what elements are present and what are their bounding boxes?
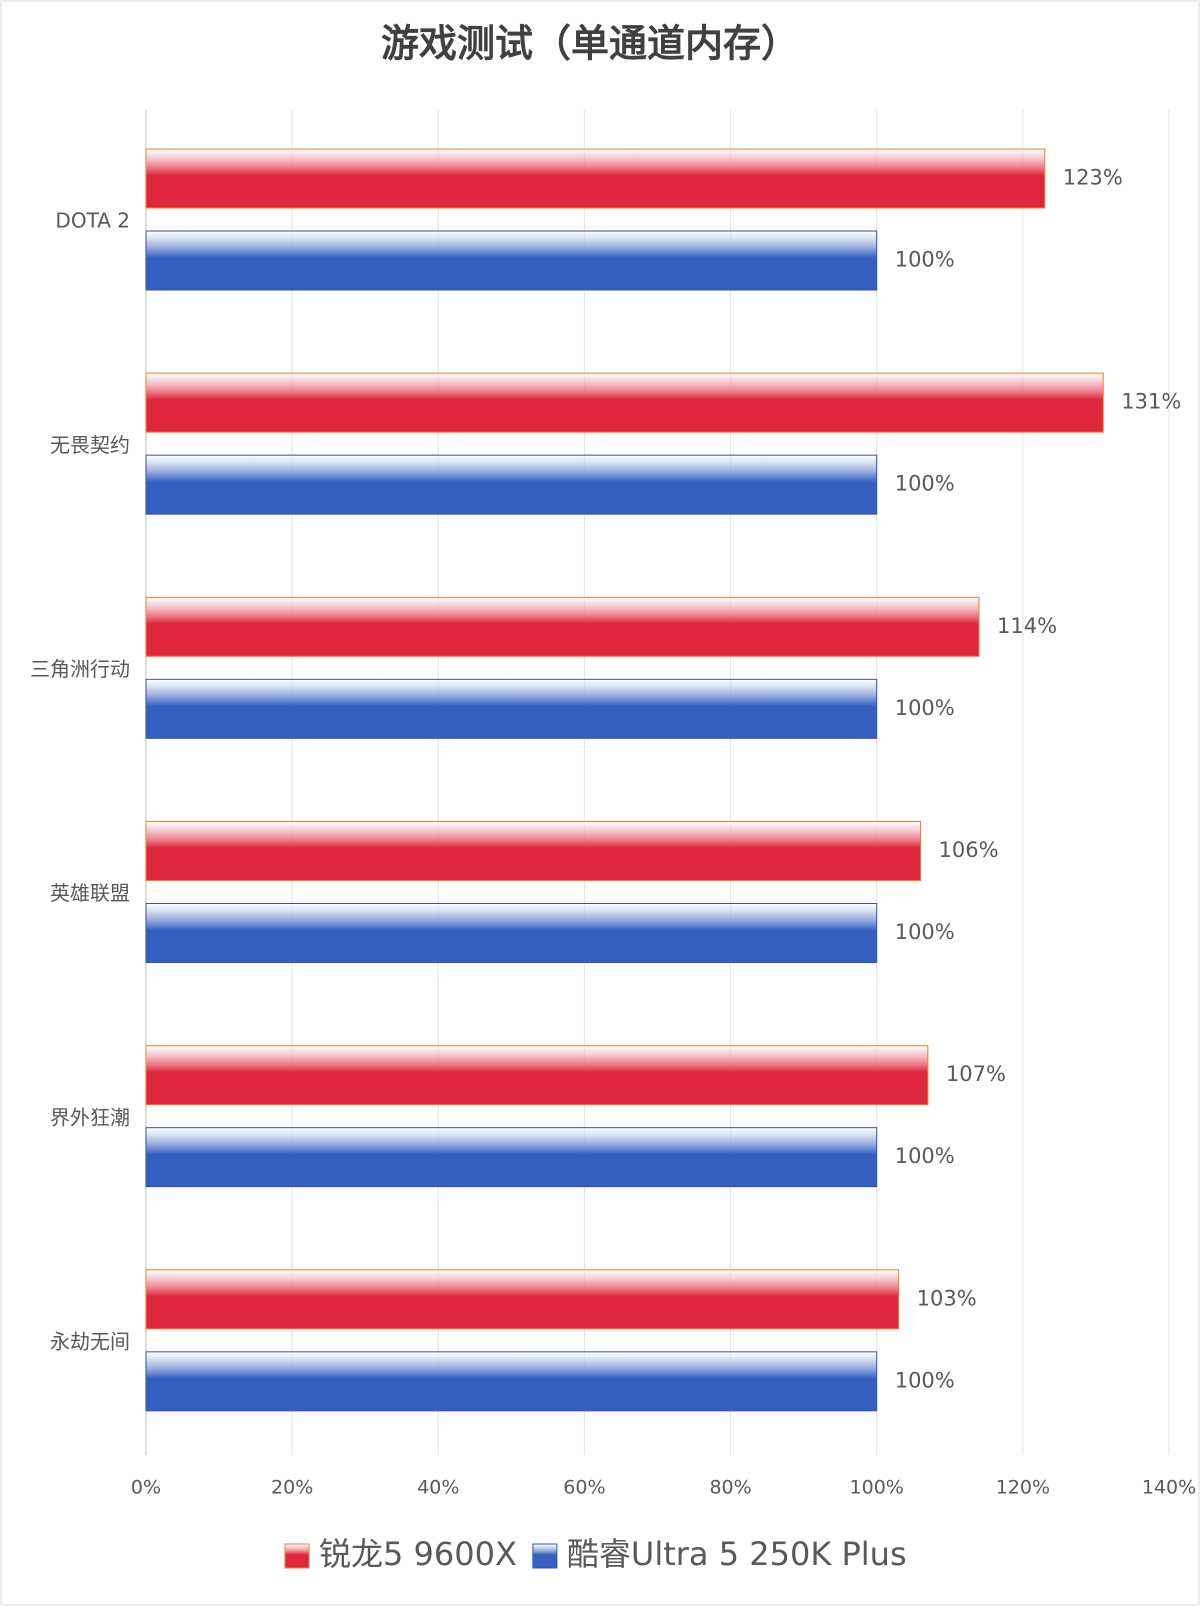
data-label: 106% xyxy=(939,838,999,862)
data-label: 123% xyxy=(1063,166,1123,190)
bar xyxy=(145,903,878,963)
y-tick-label: 三角洲行动 xyxy=(30,657,130,681)
bar xyxy=(145,1351,878,1412)
bar xyxy=(145,1269,900,1330)
bar xyxy=(145,148,1046,209)
legend-label: 锐龙5 9600X xyxy=(319,1535,517,1573)
x-tick-label: 80% xyxy=(709,1477,751,1499)
x-tick-label: 20% xyxy=(271,1477,313,1499)
bar xyxy=(145,230,878,291)
data-label: 131% xyxy=(1121,390,1181,414)
data-label: 100% xyxy=(895,1368,955,1392)
bar xyxy=(145,596,980,657)
x-tick-label: 60% xyxy=(563,1477,605,1499)
data-label: 114% xyxy=(997,614,1057,638)
y-tick-label: 英雄联盟 xyxy=(50,881,130,905)
legend-label: 酷睿Ultra 5 250K Plus xyxy=(567,1535,907,1573)
bar xyxy=(145,1127,878,1188)
data-label: 100% xyxy=(895,696,955,720)
legend-swatch xyxy=(284,1543,310,1569)
data-label: 100% xyxy=(895,472,955,496)
y-tick-label: 界外狂潮 xyxy=(50,1105,130,1129)
bar xyxy=(145,1045,929,1106)
x-tick-label: 120% xyxy=(996,1477,1050,1499)
x-tick-label: 40% xyxy=(417,1477,459,1499)
x-tick-label: 100% xyxy=(850,1477,904,1499)
data-label: 100% xyxy=(895,248,955,272)
y-tick-label: 永劫无间 xyxy=(50,1329,130,1353)
y-tick-label: 无畏契约 xyxy=(50,433,130,457)
x-tick-label: 140% xyxy=(1142,1477,1196,1499)
bar xyxy=(145,454,878,515)
chart-title: 游戏测试（单通道内存） xyxy=(381,22,799,66)
bar xyxy=(145,821,922,881)
legend-swatch xyxy=(532,1543,558,1569)
bar xyxy=(145,678,878,739)
data-label: 107% xyxy=(946,1062,1006,1086)
x-tick-label: 0% xyxy=(131,1477,161,1499)
data-label: 100% xyxy=(895,920,955,944)
data-label: 100% xyxy=(895,1144,955,1168)
y-tick-label: DOTA 2 xyxy=(55,209,130,233)
bar xyxy=(145,372,1104,433)
data-label: 103% xyxy=(917,1286,977,1310)
